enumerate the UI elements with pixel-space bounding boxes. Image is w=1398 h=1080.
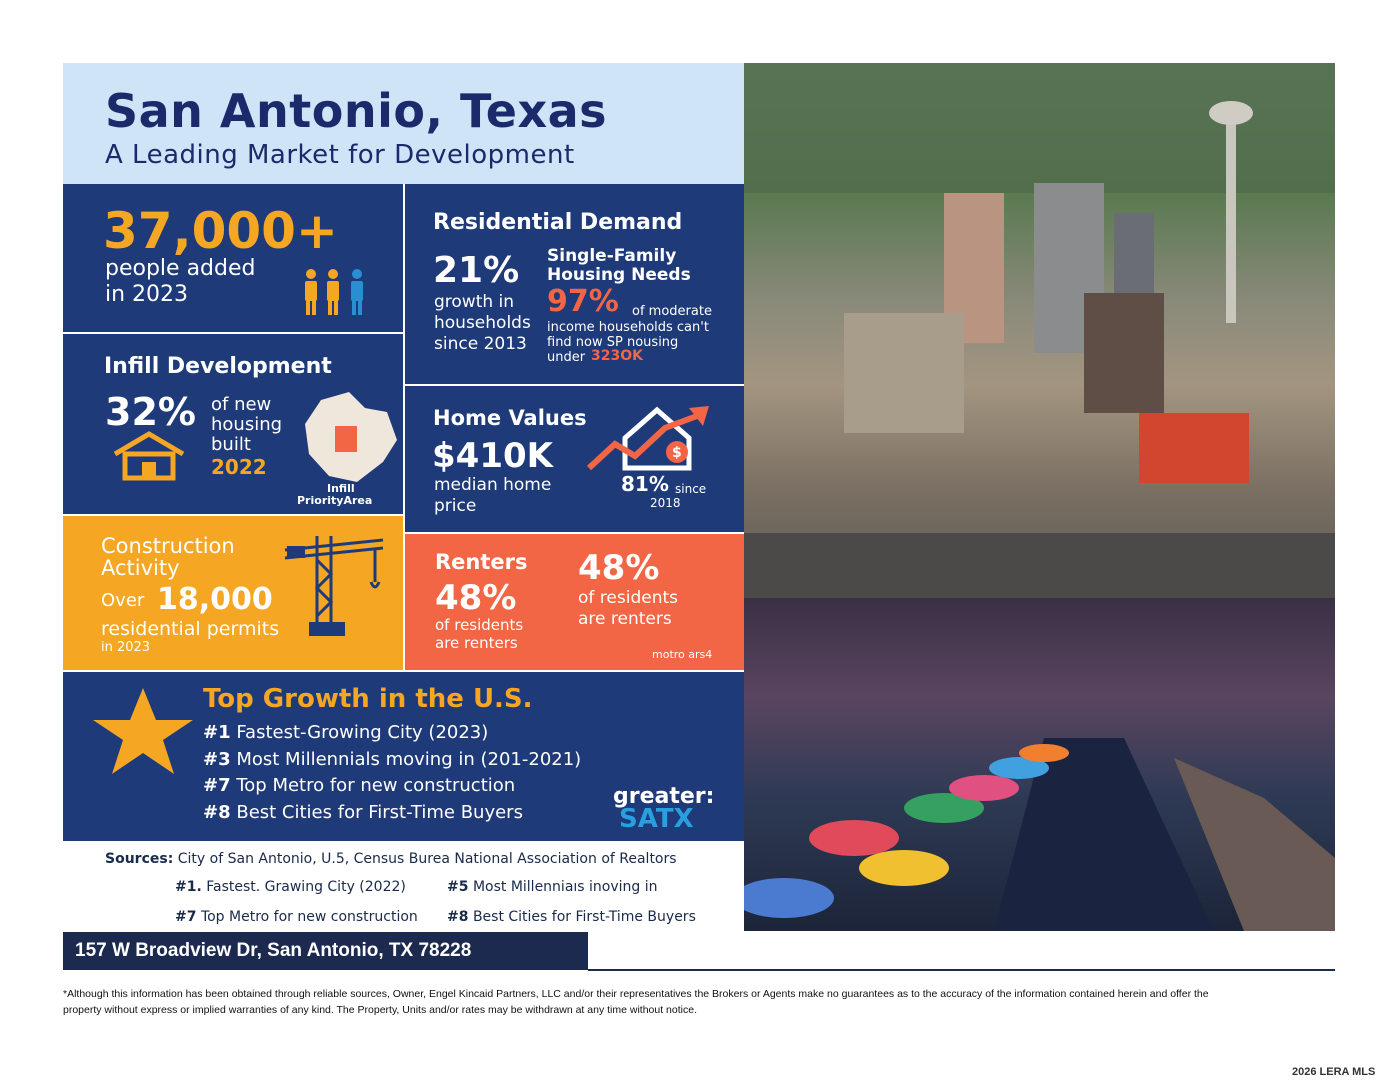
renters-note: motro ars4 (652, 648, 713, 661)
top-growth-item-2: #3 Most Millennials moving in (201-2021) (203, 749, 582, 770)
address-text: 157 W Broadview Dr, San Antonio, TX 7822… (75, 940, 472, 961)
construction-over: Over (101, 590, 145, 611)
single-family-value: 323OK (591, 348, 643, 364)
top-growth-panel: Top Growth in the U.S. #1 Fastest-Growin… (63, 672, 744, 841)
renters-left-line1: of residents (435, 616, 524, 634)
residential-heading: Residential Demand (433, 210, 683, 235)
growth-line2: households (434, 313, 531, 333)
house-icon (113, 431, 185, 481)
renters-panel: Renters 48% of residents are renters 48%… (405, 534, 744, 670)
infill-panel: Infill Development 32% of new housing bu… (63, 334, 403, 514)
single-family-text2: income households can't (547, 320, 709, 335)
population-panel: 37,000+ people added in 2023 (63, 184, 403, 332)
construction-panel: Construction Activity Over 18,000 reside… (63, 516, 403, 670)
growth-line3: since 2013 (434, 334, 527, 354)
infill-line2: housing (211, 414, 283, 435)
construction-line2: Activity (101, 556, 180, 580)
sources-row1a: #1. Fastest. Grawing City (2022) (175, 879, 406, 895)
address-bar: 157 W Broadview Dr, San Antonio, TX 7822… (63, 932, 588, 970)
renters-right-line1: of residents (578, 588, 678, 608)
home-value-line1: median home (434, 475, 552, 495)
single-family-percent: 97% (547, 284, 619, 319)
construction-line4: in 2023 (101, 640, 151, 655)
single-family-line1: Single-Family (547, 246, 677, 266)
population-line1: people added (105, 256, 256, 281)
disclaimer-line2: property without express or implied warr… (63, 1004, 697, 1016)
residential-panel: Residential Demand 21% growth in househo… (405, 184, 744, 384)
renters-right-line2: are renters (578, 609, 672, 629)
home-value: $410K (432, 436, 553, 476)
home-values-panel: Home Values $410K median home price $ 81… (405, 386, 744, 532)
sources-row2b: #8 Best Cities for First-Time Buyers (447, 909, 696, 925)
sources-line: Sources: City of San Antonio, U.5, Censu… (105, 851, 677, 867)
star-icon (93, 688, 193, 774)
renters-right-value: 48% (578, 548, 660, 588)
header-banner (63, 63, 744, 184)
growth-value: 21% (433, 250, 520, 291)
home-value-change-year: 2018 (650, 496, 681, 510)
construction-number: 18,000 (157, 582, 273, 617)
top-growth-item-3: #7 Top Metro for new construction (203, 775, 516, 796)
infill-percent: 32% (105, 390, 196, 434)
disclaimer-line1: *Although this information has been obta… (63, 988, 1209, 1000)
population-line2: in 2023 (105, 282, 189, 307)
top-growth-item-1: #1 Fastest-Growing City (2023) (203, 722, 489, 743)
page-title: San Antonio, Texas (105, 84, 608, 138)
skyline-photo (744, 63, 1335, 598)
logo-line1: greater: (613, 784, 715, 809)
infill-heading: Infill Development (104, 354, 332, 379)
infill-line1: of new (211, 394, 272, 415)
home-growth-icon: $ (586, 406, 709, 471)
top-growth-heading: Top Growth in the U.S. (203, 684, 533, 714)
home-value-line2: price (434, 496, 477, 516)
home-value-change: 81% (621, 472, 669, 496)
single-family-line2: Housing Needs (547, 265, 691, 285)
construction-line1: Construction (101, 534, 235, 558)
growth-line1: growth in (434, 292, 515, 312)
page-subtitle: A Leading Market for Development (105, 140, 575, 170)
infill-map-icon (305, 392, 397, 482)
construction-line3: residential permits (101, 618, 280, 640)
renters-left-value: 48% (435, 578, 517, 618)
home-value-change-label: since (675, 482, 707, 496)
logo-line2: SATX (619, 804, 694, 834)
map-label-1: Infill (327, 482, 355, 495)
sources-row2a: #7 Top Metro for new construction (175, 909, 418, 925)
single-family-text1: of moderate (632, 304, 712, 319)
infill-year: 2022 (211, 455, 267, 479)
single-family-text3: find now SP nousing (547, 335, 679, 350)
crane-icon (284, 536, 384, 636)
divider-rule (588, 969, 1335, 971)
map-label-2: PriorityArea (297, 494, 373, 507)
people-icon (305, 269, 363, 315)
copyright: 2026 LERA MLS (1292, 1066, 1376, 1078)
single-family-text4: under (547, 350, 586, 365)
renters-left-line2: are renters (435, 634, 518, 652)
sources-row1b: #5 Most Millenniaıs inoving in (447, 879, 658, 895)
population-number: 37,000+ (103, 202, 338, 260)
riverwalk-photo (744, 598, 1335, 931)
svg-text:$: $ (672, 445, 682, 461)
infill-line3: built (211, 434, 251, 455)
top-growth-item-4: #8 Best Cities for First-Time Buyers (203, 802, 523, 823)
home-values-heading: Home Values (433, 406, 587, 430)
renters-heading: Renters (435, 550, 528, 574)
